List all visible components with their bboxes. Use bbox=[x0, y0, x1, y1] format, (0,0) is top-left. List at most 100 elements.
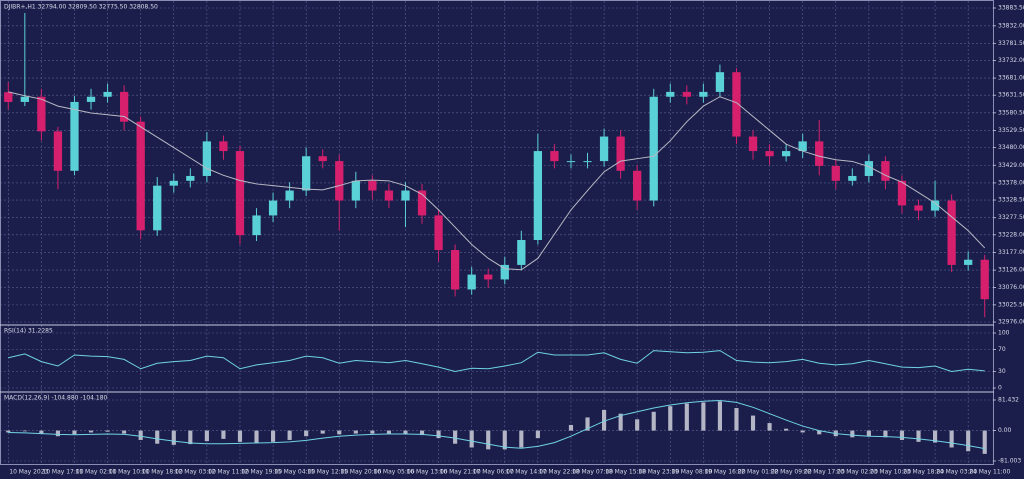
candle-body bbox=[252, 215, 261, 236]
candle-body bbox=[20, 96, 29, 102]
candle-body bbox=[103, 91, 112, 97]
y-tick-label: 33076.00 bbox=[998, 284, 1024, 291]
x-tick-label: 22 May 09:00 bbox=[771, 469, 812, 476]
candle-body bbox=[70, 101, 79, 171]
x-tick-label: 18 May 15:00 bbox=[605, 469, 646, 476]
x-tick-label: 24 May 11:00 bbox=[969, 469, 1010, 476]
y-tick-label: 33228.00 bbox=[998, 231, 1024, 238]
moving-average-line bbox=[8, 91, 986, 271]
y-tick-label: 0 bbox=[998, 385, 1002, 392]
candle-body bbox=[37, 96, 46, 132]
candle-body bbox=[732, 72, 741, 137]
candle-body bbox=[980, 259, 989, 300]
candle-body bbox=[401, 190, 410, 201]
candle-body bbox=[186, 175, 195, 181]
y-tick-label: 33277.50 bbox=[998, 214, 1024, 221]
y-tick-label: 33025.50 bbox=[998, 301, 1024, 308]
candle-body bbox=[434, 215, 443, 251]
candle-body bbox=[169, 180, 178, 186]
candle-body bbox=[136, 121, 145, 231]
x-tick-label: 15 May 20:00 bbox=[340, 469, 381, 476]
x-tick-label: 15 May 04:00 bbox=[274, 469, 315, 476]
x-tick-label: 18 May 07:00 bbox=[572, 469, 613, 476]
x-tick-label: 12 May 19:00 bbox=[241, 469, 282, 476]
y-tick-label: 33580.50 bbox=[998, 109, 1024, 116]
candle-body bbox=[666, 91, 675, 97]
x-tick-label: 15 May 12:00 bbox=[307, 469, 348, 476]
candle-body bbox=[533, 151, 543, 240]
candle-body bbox=[417, 190, 427, 216]
x-tick-label: 16 May 13:00 bbox=[406, 469, 447, 476]
candle-body bbox=[285, 190, 294, 201]
candle-body bbox=[897, 180, 907, 206]
y-tick-label: 33378.00 bbox=[998, 179, 1024, 186]
y-tick-label: 33429.00 bbox=[998, 162, 1024, 169]
rsi-panel-title: RSI(14) 31.2285 bbox=[4, 328, 53, 335]
plot-frame bbox=[0, 0, 994, 465]
y-tick-label: 33732.00 bbox=[998, 57, 1024, 64]
x-tick-label: 12 May 11:00 bbox=[208, 469, 249, 476]
x-tick-label: 12 May 03:00 bbox=[175, 469, 216, 476]
grid-layer bbox=[0, 1, 993, 464]
candle-body bbox=[781, 151, 791, 157]
x-tick-label: 19 May 08:00 bbox=[671, 469, 712, 476]
candle-body bbox=[268, 200, 278, 216]
candle-body bbox=[467, 274, 476, 290]
candle-body bbox=[566, 161, 576, 163]
y-tick-label: 100 bbox=[998, 330, 1010, 337]
y-tick-label: 33328.50 bbox=[998, 197, 1024, 204]
candle-body bbox=[930, 200, 940, 211]
candle-body bbox=[765, 151, 774, 157]
candle-body bbox=[715, 72, 725, 92]
x-tick-label: 18 May 23:00 bbox=[638, 469, 679, 476]
candle-body bbox=[616, 136, 625, 171]
candle-body bbox=[798, 141, 807, 152]
candle-body bbox=[219, 141, 228, 152]
candle-body bbox=[500, 264, 509, 280]
candle-body bbox=[699, 91, 708, 97]
candle-body bbox=[86, 96, 96, 102]
candle-body bbox=[351, 180, 360, 201]
y-tick-label: 70 bbox=[998, 346, 1006, 353]
x-tick-label: 17 May 06:00 bbox=[473, 469, 514, 476]
candle-body bbox=[235, 151, 245, 236]
rsi-line bbox=[8, 350, 985, 373]
candle-body bbox=[848, 175, 857, 181]
y-tick-label: 33883.50 bbox=[998, 5, 1024, 12]
x-tick-label: 24 May 03:00 bbox=[936, 469, 977, 476]
candle-body bbox=[4, 92, 13, 102]
candle-body bbox=[964, 259, 973, 265]
candle-body bbox=[633, 170, 642, 201]
candle-body bbox=[864, 161, 874, 176]
candle-body bbox=[947, 200, 956, 265]
x-tick-label: 10 May 17:00 bbox=[42, 469, 83, 476]
x-tick-label: 11 May 10:00 bbox=[109, 469, 150, 476]
candle-body bbox=[450, 250, 460, 290]
candle-body bbox=[119, 91, 129, 122]
candle-body bbox=[649, 96, 658, 201]
x-tick-label: 16 May 21:00 bbox=[440, 469, 481, 476]
y-tick-label: 33681.00 bbox=[998, 75, 1024, 82]
y-tick-label: 33781.50 bbox=[998, 40, 1024, 47]
candle-body bbox=[914, 205, 923, 211]
candle-body bbox=[583, 161, 592, 163]
y-tick-label: 32976.00 bbox=[998, 319, 1024, 326]
y-tick-label: 81.432 bbox=[998, 397, 1019, 404]
candle-body bbox=[318, 156, 327, 162]
x-tick-label: 17 May 22:00 bbox=[539, 469, 580, 476]
y-tick-label: 33177.00 bbox=[998, 249, 1024, 256]
candle-body bbox=[153, 185, 162, 231]
x-tick-label: 23 May 10:00 bbox=[870, 469, 911, 476]
candle-body bbox=[368, 180, 377, 191]
candle-body bbox=[831, 165, 840, 181]
y-tick-label: 30 bbox=[998, 368, 1006, 375]
x-tick-label: 22 May 01:00 bbox=[737, 469, 778, 476]
candle-body bbox=[748, 136, 758, 152]
x-tick-label: 16 May 05:00 bbox=[373, 469, 414, 476]
y-tick-label: 33631.50 bbox=[998, 92, 1024, 99]
x-tick-label: 17 May 14:00 bbox=[506, 469, 547, 476]
candle-body bbox=[599, 136, 609, 162]
